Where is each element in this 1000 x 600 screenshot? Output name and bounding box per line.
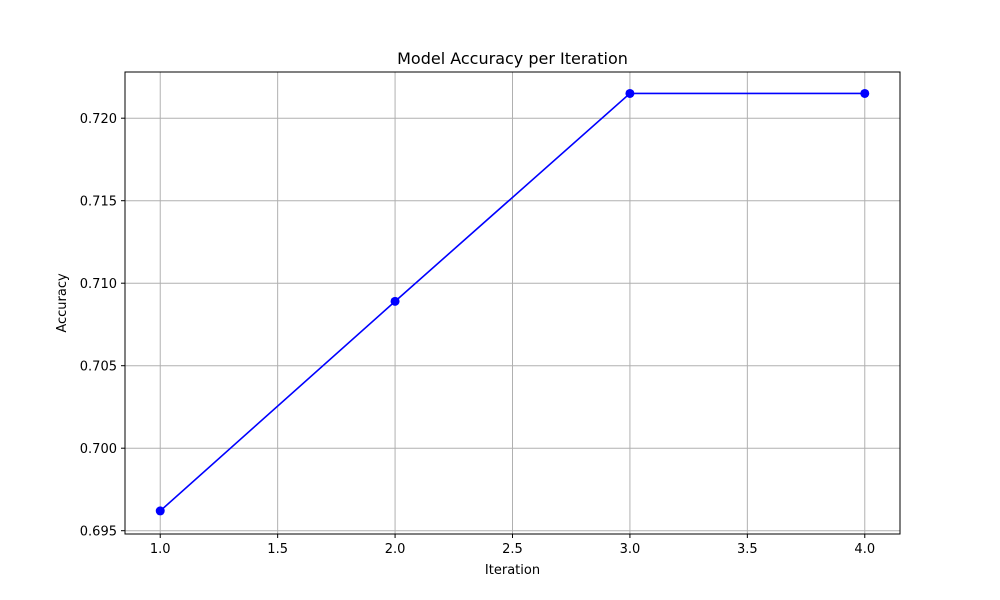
x-tick-label: 1.0 — [150, 542, 171, 557]
data-point-marker — [390, 296, 400, 306]
grid — [125, 72, 900, 534]
y-tick-label: 0.710 — [80, 277, 117, 292]
data-point-marker — [155, 506, 165, 516]
accuracy-line — [159, 92, 865, 512]
x-tick-label: 3.5 — [737, 542, 758, 557]
y-tick-label: 0.715 — [80, 195, 117, 210]
data-point-marker — [625, 88, 635, 98]
chart-title: Model Accuracy per Iteration — [397, 49, 628, 68]
data-point-marker — [860, 88, 870, 98]
x-tick-label: 2.5 — [502, 542, 523, 557]
y-axis-ticks: 0.695 0.700 0.705 0.710 0.715 0.720 — [80, 112, 125, 540]
x-tick-label: 2.0 — [385, 542, 406, 557]
y-tick-label: 0.705 — [80, 360, 117, 375]
x-tick-label: 4.0 — [854, 542, 875, 557]
y-axis-label: Accuracy — [55, 273, 70, 333]
x-axis-label: Iteration — [485, 563, 540, 578]
y-tick-label: 0.700 — [80, 442, 117, 457]
y-tick-label: 0.720 — [80, 112, 117, 127]
y-tick-label: 0.695 — [80, 525, 117, 540]
x-axis-ticks: 1.0 1.5 2.0 2.5 3.0 3.5 4.0 — [150, 534, 875, 557]
x-tick-label: 3.0 — [620, 542, 641, 557]
x-tick-label: 1.5 — [267, 542, 288, 557]
series-layer — [155, 88, 870, 516]
